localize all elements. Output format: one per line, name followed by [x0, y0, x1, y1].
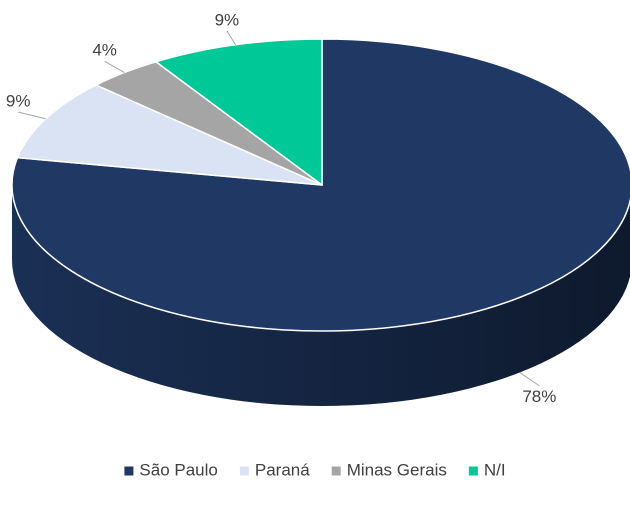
- legend-label: Minas Gerais: [347, 460, 447, 479]
- data-label: 9%: [6, 92, 31, 111]
- slice: [155, 38, 323, 186]
- leader-line: [104, 60, 125, 73]
- legend-label: N/I: [484, 460, 506, 479]
- pie-tops: [11, 38, 630, 332]
- data-labels: 78% 9% 4% 9%: [6, 10, 556, 406]
- legend-label: São Paulo: [139, 460, 217, 479]
- data-label: 9%: [215, 10, 240, 29]
- data-label: 78%: [522, 387, 556, 406]
- data-label: 4%: [92, 41, 117, 60]
- slice-side-shade: [12, 185, 630, 406]
- slice: [16, 84, 323, 186]
- leader-line: [18, 111, 46, 120]
- legend-swatch: [331, 466, 341, 476]
- legend: São Paulo Paraná Minas Gerais N/I: [124, 460, 506, 479]
- leader-line: [519, 372, 540, 387]
- legend-label: Paraná: [255, 460, 310, 479]
- leader-line: [226, 30, 236, 46]
- legend-swatch: [124, 466, 134, 476]
- pie-sides: [12, 185, 630, 406]
- legend-swatch: [239, 466, 249, 476]
- legend-swatch: [468, 466, 478, 476]
